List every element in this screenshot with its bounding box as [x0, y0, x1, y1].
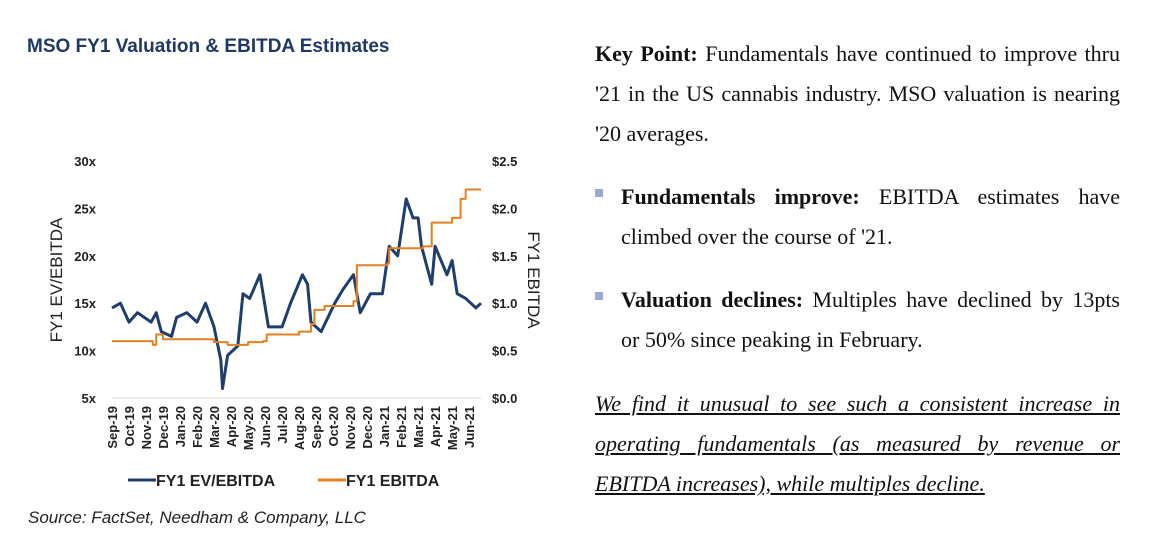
y2-tick-label: $2.0 — [492, 201, 517, 216]
source-note: Source: FactSet, Needham & Company, LLC — [28, 508, 366, 527]
y2-tick-label: $2.5 — [492, 154, 517, 169]
x-tick-label: Dec-19 — [156, 406, 171, 449]
y-tick-label: 15x — [74, 296, 96, 311]
x-tick-label: Feb-20 — [190, 406, 205, 448]
y2-tick-label: $1.0 — [492, 296, 517, 311]
x-tick-label: Jun-21 — [462, 406, 477, 448]
bullet-valuation: Valuation declines: Multiples have decli… — [595, 280, 1120, 360]
x-tick-label: Sep-20 — [309, 406, 324, 449]
commentary: Key Point: Fundamentals have continued t… — [595, 34, 1120, 504]
x-tick-label: Sep-19 — [105, 406, 120, 449]
chart: 5x 10x 15x 20x 25x 30x $0.0 $0.5 $1.0 $1.5 $2.0 $2.… — [47, 154, 543, 490]
y2-tick-label: $1.5 — [492, 249, 517, 264]
y-tick-label: 20x — [74, 249, 96, 264]
y-axis-title: FY1 EV/EBITDA — [47, 217, 66, 342]
key-point-body: Fundamentals have continued to improve t… — [595, 41, 1120, 146]
note: We find it unusual to see such a consist… — [595, 391, 1120, 496]
key-point: Key Point: Fundamentals have continued t… — [595, 34, 1120, 154]
chart-title: MSO FY1 Valuation & EBITDA Estimates — [27, 36, 390, 57]
bullet-square-icon — [595, 189, 603, 197]
x-tick-label: Dec-20 — [360, 406, 375, 449]
x-tick-label: Aug-20 — [292, 406, 307, 450]
y-tick-label: 25x — [74, 201, 96, 216]
x-tick-label: Oct-19 — [122, 406, 137, 446]
x-tick-label: May-20 — [241, 406, 256, 450]
y2-tick-label: $0.0 — [492, 391, 517, 406]
bullet-square-icon — [595, 292, 603, 300]
bullet-body: Multiples have declined by 13pts or 50% … — [621, 287, 1120, 352]
y2-tick-label: $0.5 — [492, 344, 517, 359]
key-point-label: Key Point: — [595, 41, 698, 66]
bullet-body: EBITDA estimates have climbed over the c… — [621, 184, 1120, 249]
x-tick-label: Nov-19 — [139, 406, 154, 449]
x-tick-label: Jul-20 — [275, 406, 290, 444]
y2-axis-title: FY1 EBITDA — [524, 231, 543, 329]
x-tick-label: Feb-21 — [394, 406, 409, 448]
x-tick-label: Jan-21 — [377, 406, 392, 447]
x-tick-label: Mar-21 — [411, 406, 426, 448]
y-tick-label: 30x — [74, 154, 96, 169]
series-line-ebitda — [112, 188, 481, 346]
legend-label: FY1 EV/EBITDA — [156, 473, 276, 490]
legend-label: FY1 EBITDA — [346, 473, 440, 490]
x-tick-label: Jun-20 — [258, 406, 273, 448]
x-tick-label: Apr-21 — [428, 406, 443, 447]
x-tick-label: Oct-20 — [326, 406, 341, 446]
x-tick-label: Mar-20 — [207, 406, 222, 448]
series-line-ev-ebitda — [111, 197, 483, 391]
x-tick-label: Jan-20 — [173, 406, 188, 447]
bullet-label: Valuation declines: — [621, 287, 804, 312]
x-tick-label: Nov-20 — [343, 406, 358, 449]
x-tick-label: Apr-20 — [224, 406, 239, 447]
x-tick-label: May-21 — [445, 406, 460, 450]
y-tick-label: 10x — [74, 344, 96, 359]
bullet-fundamentals: Fundamentals improve: EBITDA estimates h… — [595, 177, 1120, 257]
y-tick-label: 5x — [82, 391, 97, 406]
bullet-label: Fundamentals improve: — [621, 184, 860, 209]
